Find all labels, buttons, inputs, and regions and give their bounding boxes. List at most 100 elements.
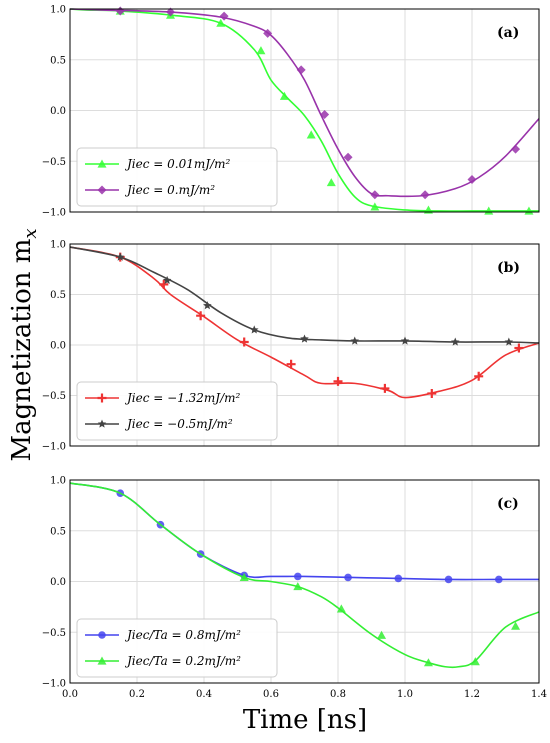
data-point [300, 334, 309, 343]
data-point [159, 279, 169, 289]
data-point [249, 325, 259, 334]
data-point [263, 28, 273, 38]
legend: Jiec/Ta = 0.8mJ/m² Jiec/Ta = 0.2mJ/m² [76, 618, 278, 678]
x-tick-label: 1.2 [464, 689, 480, 700]
data-point [504, 337, 514, 346]
y-axis-label-main: Magnetization m [7, 239, 37, 462]
data-point [380, 383, 390, 393]
data-point [239, 337, 249, 347]
legend-swatch-marker [97, 419, 107, 428]
y-tick-label: 1.0 [50, 5, 66, 16]
panel-c: 1.00.50.0−0.5−1.00.0 0.2 0.4 0.6 0.8 1.0 1.2 1.… [42, 476, 547, 701]
y-tick-label: −0.5 [42, 391, 66, 402]
series-line [69, 246, 540, 399]
plot-frame [69, 8, 540, 213]
x-tick-label: 1.4 [531, 689, 547, 700]
legend: Jiec = 0.01mJ/m² Jiec = 0.mJ/m² [76, 147, 278, 207]
data-point [286, 359, 296, 369]
legend-label: Jiec = 0.01mJ/m² [124, 157, 230, 171]
x-tick-label: 0.8 [330, 689, 346, 700]
x-tick-label: 0.6 [263, 689, 279, 700]
data-point [293, 582, 303, 591]
x-tick-label: 1.0 [397, 689, 413, 700]
y-tick-label: 0.5 [50, 290, 66, 301]
data-point [470, 657, 480, 666]
data-point [377, 630, 387, 639]
data-point [115, 252, 125, 261]
legend-label: Jiec/Ta = 0.2mJ/m² [124, 654, 241, 668]
data-point [306, 130, 316, 139]
x-axis-label: Time [ns] [243, 705, 367, 735]
data-point [279, 91, 289, 100]
data-point [427, 388, 437, 398]
data-point [196, 311, 206, 321]
data-point [216, 18, 226, 27]
legend-box [76, 618, 278, 678]
y-tick-label: 0.0 [50, 577, 66, 588]
x-tick-label: 0.2 [129, 689, 145, 700]
panel-label: (c) [497, 496, 519, 512]
legend-swatch-marker [97, 656, 107, 665]
data-point [296, 65, 306, 75]
legend: Jiec = −1.32mJ/m² Jiec = −0.5mJ/m² [76, 381, 278, 441]
panels: 1.00.50.0−0.5−1.0(a)Jiec = 0.01mJ/m²Jiec… [42, 5, 547, 701]
y-tick-label: 1.0 [50, 240, 66, 251]
series-line [69, 482, 540, 669]
data-point [524, 206, 534, 215]
y-axis-label: Magnetization mx [7, 228, 41, 461]
data-point [344, 573, 352, 582]
legend-label: Jiec = −1.32mJ/m² [124, 391, 241, 405]
data-point [294, 572, 302, 581]
legend-swatch-marker [98, 631, 106, 639]
data-point [514, 343, 524, 353]
data-point [370, 190, 380, 200]
panel-b: 1.00.50.0−0.5−1.0(b)Jiec = −1.32mJ/m²Jie… [42, 240, 540, 453]
y-tick-label: −1.0 [42, 442, 66, 453]
y-tick-label: −1.0 [42, 208, 66, 219]
data-point [219, 11, 229, 21]
legend-label: Jiec/Ta = 0.8mJ/m² [124, 628, 241, 642]
panel-label: (b) [497, 260, 520, 276]
data-point [444, 575, 453, 584]
y-tick-label: 0.0 [50, 106, 66, 117]
data-point [400, 336, 410, 345]
legend-swatch-marker [97, 185, 107, 195]
y-tick-label: −1.0 [42, 679, 66, 690]
data-point [166, 7, 175, 17]
data-point [370, 202, 380, 211]
data-point [336, 604, 346, 613]
data-point [333, 376, 343, 386]
y-tick-label: 0.5 [50, 55, 66, 66]
y-tick-label: −0.5 [42, 157, 66, 168]
data-point [511, 144, 521, 154]
data-point [394, 574, 403, 583]
data-point [239, 572, 249, 582]
panel-a: 1.0 0.5 0.0 −0.5 −1.0 (a) Jiec = 0.01mJ/m²Jiec… [42, 5, 540, 219]
legend-box [76, 147, 278, 207]
x-tick-label: 0.0 [62, 689, 78, 700]
legend-label: Jiec = −0.5mJ/m² [124, 417, 233, 431]
series-line [69, 8, 539, 212]
data-point [326, 178, 336, 187]
y-tick-label: 0.5 [50, 526, 66, 537]
plot-frame [69, 479, 540, 684]
series-2 [69, 246, 540, 346]
series-2 [69, 6, 540, 200]
data-point [450, 337, 460, 346]
data-point [423, 658, 433, 667]
data-point [203, 301, 212, 310]
x-tick-label: 0.4 [196, 689, 212, 700]
data-point [467, 175, 477, 185]
data-point [511, 621, 521, 630]
panel-label: (a) [497, 25, 519, 41]
y-axis-label-sub: x [20, 228, 41, 238]
data-point [495, 575, 503, 584]
data-point [343, 152, 353, 162]
data-point [162, 275, 172, 284]
series-2 [69, 482, 540, 669]
data-point [484, 206, 494, 215]
y-tick-label: 1.0 [50, 476, 66, 487]
plot-frame [69, 243, 540, 447]
y-tick-label: −0.5 [42, 628, 66, 639]
